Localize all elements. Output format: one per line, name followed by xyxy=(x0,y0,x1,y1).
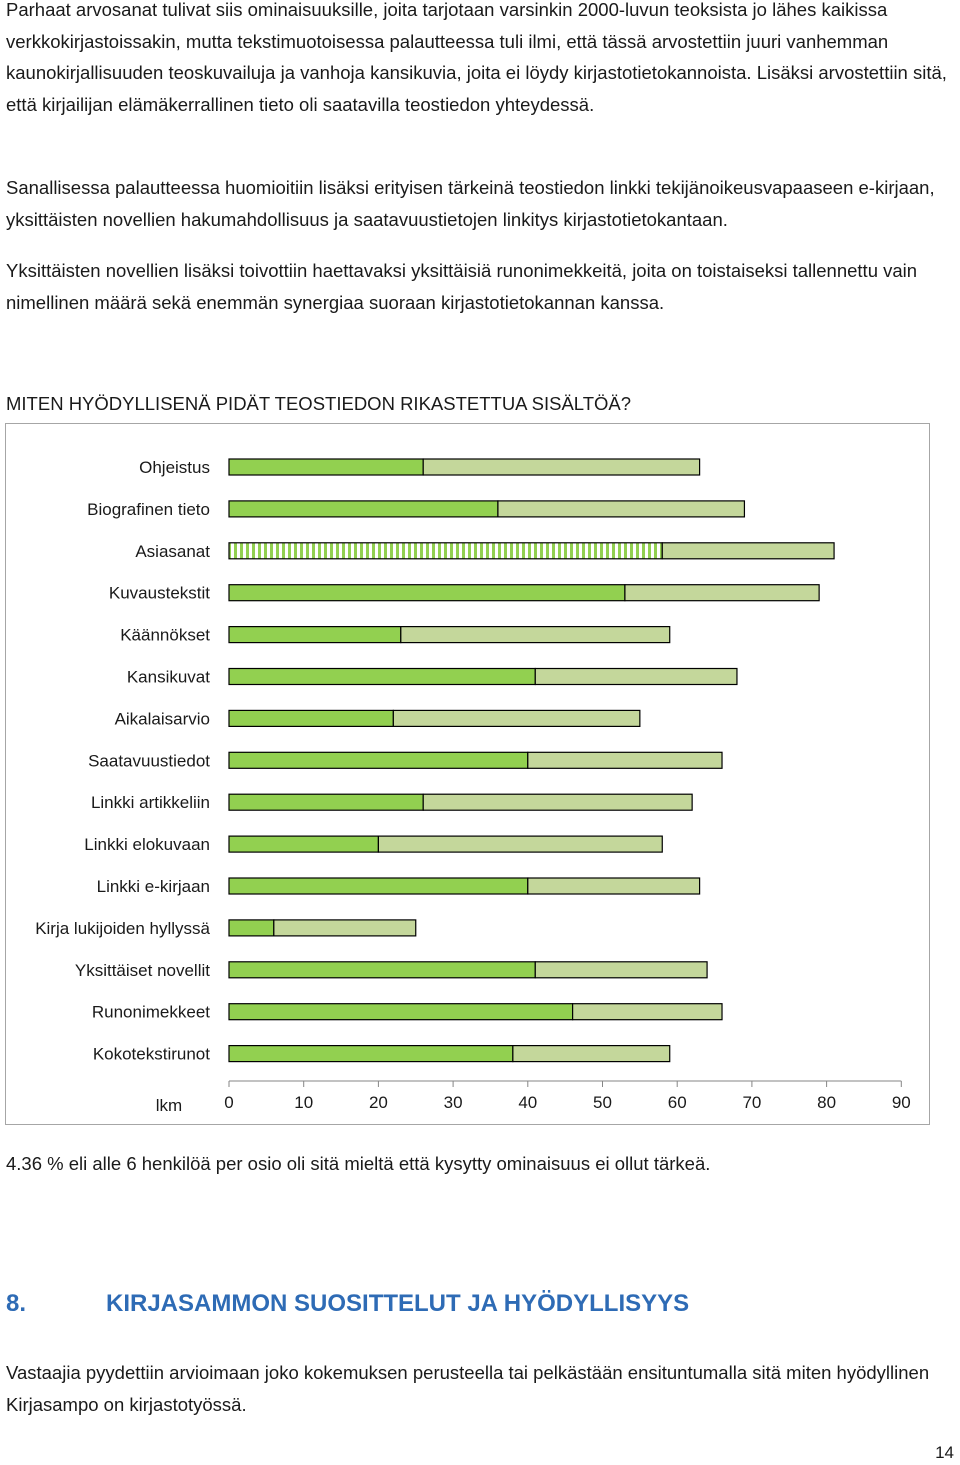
bar-kansikuvat-series-1 xyxy=(228,667,536,686)
x-tick-label-20: 20 xyxy=(369,1093,388,1112)
category-label-kokotekstirunot: Kokotekstirunot xyxy=(93,1045,210,1064)
category-label-aikalaisarvio: Aikalaisarvio xyxy=(115,709,210,728)
x-tick-label-30: 30 xyxy=(444,1093,463,1112)
bar-asiasanat-series-1 xyxy=(228,542,663,560)
paragraph-verbal-feedback: Sanallisessa palautteessa huomioitiin li… xyxy=(6,177,935,230)
category-label-linkki-artikkeliin: Linkki artikkeliin xyxy=(91,793,210,812)
usefulness-bar-chart: Ohjeistus Biografinen tieto Asiasanat Kuvau… xyxy=(35,458,911,1115)
bar-asiasanat-series-2 xyxy=(661,542,835,560)
bar-biografinen-tieto-series-2 xyxy=(497,500,746,518)
section-heading: 8. KIRJASAMMON SUOSITTELUT JA HYÖDYLLISYY… xyxy=(6,1290,689,1318)
x-tick-label-90: 90 xyxy=(892,1093,911,1112)
bar-yksittaiset-novellit-series-2 xyxy=(534,961,708,979)
bar-kuvaustekstit-series-1 xyxy=(228,584,626,602)
x-tick-label-50: 50 xyxy=(593,1093,612,1112)
category-label-asiasanat: Asiasanat xyxy=(135,542,210,561)
bar-kaannokset-series-2 xyxy=(400,626,671,644)
bar-kokotekstirunot-series-2 xyxy=(512,1044,671,1063)
bar-linkki-elokuvaan-series-2 xyxy=(377,835,663,853)
x-tick-label-60: 60 xyxy=(668,1093,687,1112)
bar-runonimekkeet-series-1 xyxy=(228,1003,574,1021)
category-label-kirja-lukijoiden-hyllyssa: Kirja lukijoiden hyllyssä xyxy=(35,919,210,938)
bar-ohjeistus-series-1 xyxy=(228,458,424,476)
category-label-runonimekkeet: Runonimekkeet xyxy=(92,1003,210,1022)
section-number: 8. xyxy=(6,1290,27,1317)
bar-aikalaisarvio-series-1 xyxy=(228,709,394,727)
bar-kirja-lukijoiden-hyllyssa-series-1 xyxy=(228,919,275,937)
page-number: 14 xyxy=(935,1443,954,1462)
x-tick-label-40: 40 xyxy=(518,1093,537,1112)
bar-ohjeistus-series-2 xyxy=(422,458,701,476)
category-label-linkki-e-kirjaan: Linkki e-kirjaan xyxy=(97,877,210,896)
bar-aikalaisarvio-series-2 xyxy=(392,709,641,727)
bar-saatavuustiedot-series-2 xyxy=(527,751,723,769)
bar-yksittaiset-novellit-series-1 xyxy=(228,961,536,979)
bar-kuvaustekstit-series-2 xyxy=(624,584,820,602)
category-label-kaannokset: Käännökset xyxy=(120,626,210,645)
bar-runonimekkeet-series-2 xyxy=(572,1003,723,1021)
bar-biografinen-tieto-series-1 xyxy=(228,500,499,518)
bar-linkki-e-kirjaan-series-1 xyxy=(228,877,529,895)
paragraph-ratings: Parhaat arvosanat tulivat siis ominaisuu… xyxy=(6,0,947,115)
bar-linkki-e-kirjaan-series-2 xyxy=(527,877,701,895)
paragraph-novels: Yksittäisten novellien lisäksi toivottii… xyxy=(6,260,918,313)
category-label-linkki-elokuvaan: Linkki elokuvaan xyxy=(84,835,210,854)
category-label-kansikuvat: Kansikuvat xyxy=(127,668,210,687)
chart-heading: MITEN HYÖDYLLISENÄ PIDÄT TEOSTIEDON RIKA… xyxy=(6,393,632,414)
bar-linkki-elokuvaan-series-1 xyxy=(228,835,379,853)
x-tick-label-80: 80 xyxy=(817,1093,836,1112)
bar-kokotekstirunot-series-1 xyxy=(228,1044,514,1063)
note-text: 4.36 % eli alle 6 henkilöä per osio oli … xyxy=(6,1153,711,1174)
section-title: KIRJASAMMON SUOSITTELUT JA HYÖDYLLISYYS xyxy=(106,1290,690,1317)
bar-kirja-lukijoiden-hyllyssa-series-2 xyxy=(273,919,417,937)
bar-kansikuvat-series-2 xyxy=(534,667,738,686)
category-label-saatavuustiedot: Saatavuustiedot xyxy=(88,751,210,770)
x-tick-label-0: 0 xyxy=(224,1093,233,1112)
category-label-biografinen-tieto: Biografinen tieto xyxy=(87,500,210,519)
bar-linkki-artikkeliin-series-1 xyxy=(228,793,424,811)
x-tick-label-10: 10 xyxy=(294,1093,313,1112)
chart-frame: Ohjeistus Biografinen tieto Asiasanat Kuvau… xyxy=(5,423,930,1125)
category-label-yksittaiset-novellit: Yksittäiset novellit xyxy=(75,961,210,980)
x-tick-label-70: 70 xyxy=(742,1093,761,1112)
category-label-ohjeistus: Ohjeistus xyxy=(139,458,210,477)
bar-saatavuustiedot-series-1 xyxy=(228,751,529,769)
category-label-kuvaustekstit: Kuvaustekstit xyxy=(109,584,210,603)
bar-kaannokset-series-1 xyxy=(228,626,402,644)
bar-linkki-artikkeliin-series-2 xyxy=(422,793,693,811)
x-axis-label: lkm xyxy=(156,1096,182,1115)
paragraph-survey: Vastaajia pyydettiin arvioimaan joko kok… xyxy=(6,1362,930,1415)
